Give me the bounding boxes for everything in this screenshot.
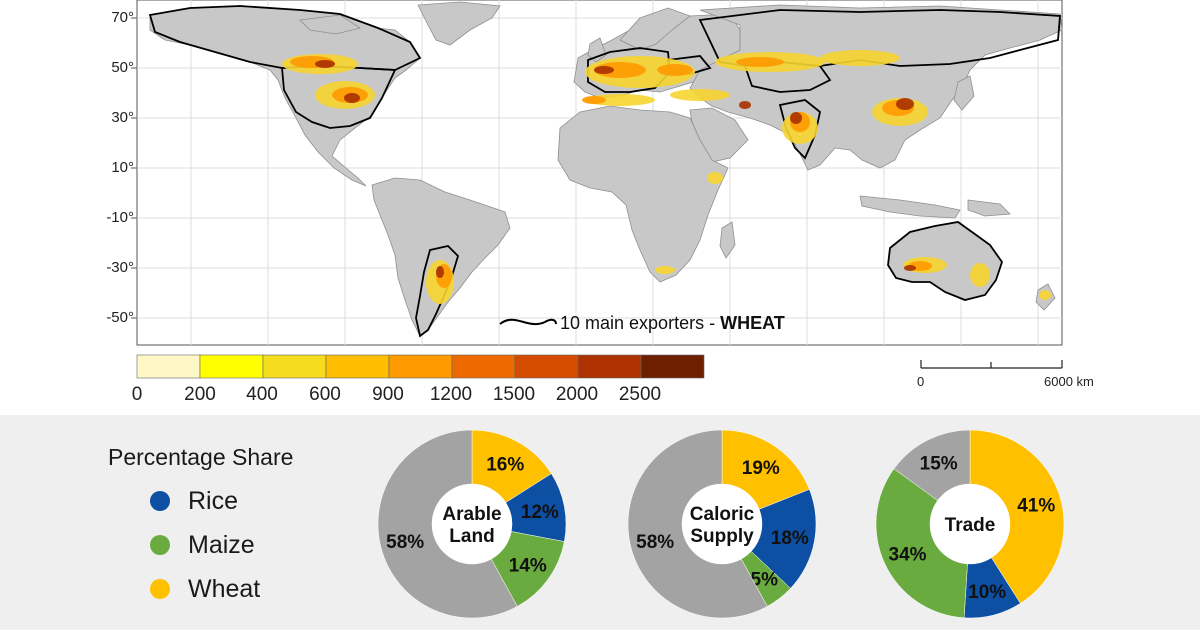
donut-title: Land bbox=[449, 526, 494, 547]
color-scale-tick: 2500 bbox=[618, 384, 662, 405]
scale-end-label: 6000 km bbox=[1044, 374, 1094, 389]
exporter-legend-line bbox=[499, 318, 557, 325]
exporter-label-crop: WHEAT bbox=[720, 313, 785, 333]
donut-hole bbox=[682, 484, 762, 564]
legend-item-wheat: Wheat bbox=[150, 574, 260, 604]
world-map-panel: 70° 50° 30° 10° -10° -30° -50° 10 main e… bbox=[106, 0, 1094, 405]
donut-chart: 41% 10% 34% 15% Trade bbox=[875, 429, 1065, 619]
color-scale-tick: 1500 bbox=[492, 384, 536, 405]
color-scale-swatch bbox=[640, 354, 705, 379]
outline-argentina bbox=[415, 245, 460, 338]
lat-label: 70° bbox=[111, 9, 134, 26]
madagascar bbox=[719, 221, 736, 259]
wheat-density bbox=[282, 50, 1051, 304]
greenland bbox=[417, 1, 501, 46]
lat-label: -30° bbox=[106, 259, 134, 276]
lat-label: 30° bbox=[111, 109, 134, 126]
legend-label: Maize bbox=[188, 530, 255, 559]
outline-australia bbox=[887, 221, 1003, 301]
color-scale-tick: 600 bbox=[309, 384, 341, 405]
pie-slice-label: 12% bbox=[521, 502, 559, 523]
legend-item-rice: Rice bbox=[150, 486, 238, 516]
pie-slice-label: 58% bbox=[636, 532, 674, 553]
lat-label: 50° bbox=[111, 59, 134, 76]
pie-slice-label: 14% bbox=[509, 556, 547, 577]
pie-slice-label: 15% bbox=[920, 454, 958, 475]
scale-start-label: 0 bbox=[917, 374, 925, 389]
color-scale-tick: 200 bbox=[184, 384, 216, 405]
exporter-legend-label: 10 main exporters - WHEAT bbox=[560, 313, 785, 334]
legend-label: Wheat bbox=[188, 574, 261, 603]
lat-label: -10° bbox=[106, 209, 134, 226]
world-map bbox=[131, 0, 1063, 379]
color-scale-tick: 400 bbox=[246, 384, 278, 405]
rice-swatch bbox=[150, 491, 170, 511]
wheat-swatch bbox=[150, 579, 170, 599]
donut-title: Supply bbox=[690, 526, 754, 547]
exporter-label-prefix: 10 main exporters - bbox=[560, 313, 721, 333]
lat-label: 10° bbox=[111, 159, 134, 176]
pie-slice-label: 10% bbox=[968, 582, 1006, 603]
pie-slice-label: 16% bbox=[486, 455, 524, 476]
pie-slice-label: 58% bbox=[386, 532, 424, 553]
legend-title: Percentage Share bbox=[108, 444, 294, 470]
color-scale-tick: 2000 bbox=[555, 384, 599, 405]
africa bbox=[557, 105, 729, 283]
maize-swatch bbox=[150, 535, 170, 555]
pie-slice-label: 41% bbox=[1017, 496, 1055, 517]
indonesia bbox=[859, 195, 961, 219]
legend-item-maize: Maize bbox=[150, 530, 255, 560]
japan bbox=[953, 75, 975, 111]
color-scale-tick: 0 bbox=[131, 384, 143, 405]
donut-title: Arable bbox=[442, 504, 501, 525]
color-scale-tick: 1200 bbox=[429, 384, 473, 405]
donut-hole bbox=[432, 484, 512, 564]
legend-label: Rice bbox=[188, 486, 239, 515]
donut-title: Trade bbox=[945, 515, 996, 536]
pie-slice-label: 34% bbox=[889, 544, 927, 565]
arctic-islands bbox=[299, 14, 361, 35]
south-america bbox=[371, 177, 511, 337]
color-scale-tick: 900 bbox=[372, 384, 404, 405]
color-scale-bar bbox=[136, 354, 705, 379]
pie-slice-label: 19% bbox=[742, 458, 780, 479]
new-guinea bbox=[967, 199, 1011, 217]
pie-slice-label: 18% bbox=[771, 528, 809, 549]
donut-hole bbox=[930, 484, 1010, 564]
pie-slice-label: 5% bbox=[751, 570, 779, 591]
lat-ticks bbox=[131, 17, 137, 319]
scale-bar bbox=[920, 360, 1063, 369]
lat-label: -50° bbox=[106, 309, 134, 326]
donut-title: Caloric bbox=[690, 504, 755, 525]
